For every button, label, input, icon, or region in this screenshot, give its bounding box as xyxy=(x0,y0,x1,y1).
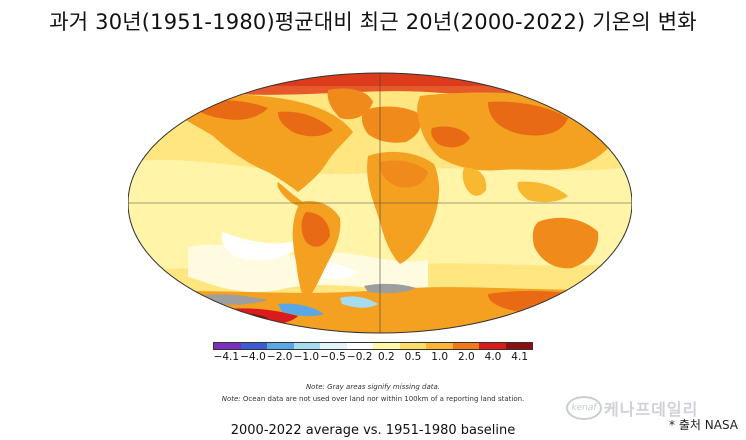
siberia-hot-region xyxy=(488,101,568,136)
maritime-asia-land xyxy=(517,181,568,203)
legend-tick-label: 0.5 xyxy=(404,351,422,363)
legend-tick-label: 1.0 xyxy=(431,351,449,363)
europe-land xyxy=(361,106,422,143)
antarctic-blue-region xyxy=(278,303,324,317)
source-credit: * 출처 NASA xyxy=(669,418,738,432)
legend-tick-label: −2.0 xyxy=(266,351,293,363)
page-title: 과거 30년(1951-1980)평균대비 최근 20년(2000-2022) … xyxy=(49,10,697,34)
legend-swatch xyxy=(426,343,453,349)
legend-tick-label: 4.1 xyxy=(511,351,529,363)
legend-swatch xyxy=(346,343,373,349)
missing-data-note: Note: Gray areas signify missing data. xyxy=(305,383,441,391)
ocean-data-note: Note: Ocean data are not used over land … xyxy=(0,395,746,403)
map-caption: 2000-2022 average vs. 1951-1980 baseline xyxy=(230,423,516,438)
legend-swatch xyxy=(452,343,479,349)
watermark-text: 케나프데일리 xyxy=(604,400,699,419)
south-america-hot-region xyxy=(301,212,330,247)
legend-swatches xyxy=(213,342,533,350)
world-temperature-anomaly-map xyxy=(128,72,632,334)
ocean-data-note-lead: Note: xyxy=(221,395,241,403)
legend-tick-label: 2.0 xyxy=(457,351,475,363)
canada-hot-region xyxy=(278,111,333,137)
north-africa-hot-region xyxy=(379,160,428,188)
ocean-no-change-1 xyxy=(221,232,299,261)
legend-swatch xyxy=(399,343,426,349)
india-land xyxy=(462,167,487,196)
legend-swatch xyxy=(373,343,400,349)
middle-east-hot-region xyxy=(431,126,470,148)
watermark-logo: kenaf xyxy=(566,396,602,420)
legend-swatch xyxy=(214,343,241,349)
legend-tick-label: 0.2 xyxy=(377,351,395,363)
legend-tick-label: −4.1 xyxy=(213,351,240,363)
central-america-land xyxy=(277,182,306,206)
legend-swatch xyxy=(293,343,320,349)
legend-tick-labels: −4.1 −4.0 −2.0 −1.0 −0.5 −0.2 0.2 0.5 1.0 2.0 4.0 4… xyxy=(213,350,533,364)
antarctic-cool-region xyxy=(340,296,378,308)
legend-tick-label: −0.5 xyxy=(320,351,346,363)
legend-swatch xyxy=(479,343,506,349)
legend-tick-label: 4.0 xyxy=(484,351,502,363)
legend-swatch xyxy=(320,343,347,349)
color-legend: −4.1 −4.0 −2.0 −1.0 −0.5 −0.2 0.2 0.5 1.0 2.0 4.0 4… xyxy=(213,342,533,368)
legend-tick-label: −4.0 xyxy=(240,351,266,363)
australia-land xyxy=(532,217,599,269)
legend-swatch xyxy=(505,343,532,349)
legend-swatch xyxy=(267,343,294,349)
legend-tick-label: −0.2 xyxy=(346,351,373,363)
legend-swatch xyxy=(240,343,267,349)
map-outline xyxy=(128,72,632,334)
greenland-land xyxy=(327,88,373,120)
missing-data-area-2 xyxy=(364,283,416,294)
watermark: kenaf 케나프데일리 xyxy=(566,396,698,420)
ocean-data-note-text: Ocean data are not used over land nor wi… xyxy=(240,395,525,403)
legend-tick-label: −1.0 xyxy=(293,351,320,363)
